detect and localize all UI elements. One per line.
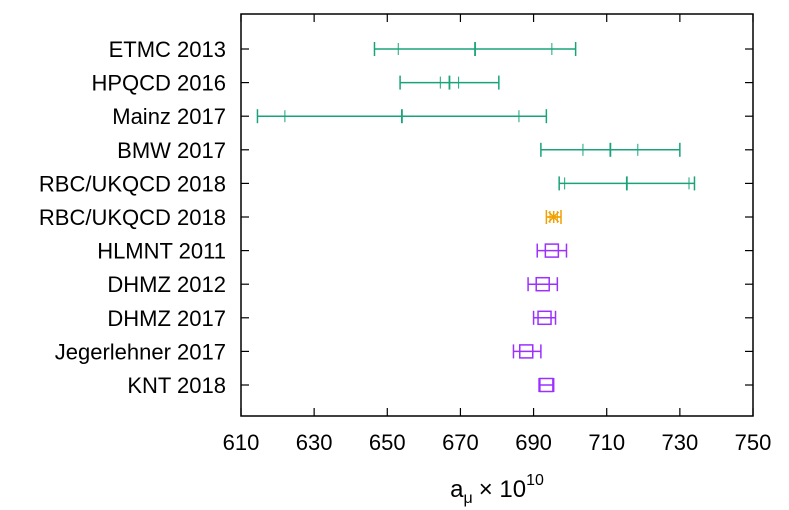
data-row: Mainz 2017 xyxy=(112,104,753,129)
point-marker xyxy=(539,377,554,393)
x-axis-title-base: a xyxy=(450,476,464,503)
x-tick-label: 690 xyxy=(515,430,552,455)
point-marker-d2 xyxy=(548,211,560,223)
x-axis-title-subscript: μ xyxy=(463,490,472,507)
data-row: KNT 2018 xyxy=(127,373,753,398)
row-label: DHMZ 2012 xyxy=(107,272,226,297)
row-label: DHMZ 2017 xyxy=(107,306,226,331)
x-tick-label: 710 xyxy=(588,430,625,455)
x-axis-title-exponent: 10 xyxy=(526,472,544,489)
data-row: Jegerlehner 2017 xyxy=(55,339,753,364)
x-axis-ticks: 610 630 650 670 690 710 730 750 xyxy=(223,14,772,455)
row-label: HPQCD 2016 xyxy=(91,71,226,96)
x-tick-label: 630 xyxy=(296,430,333,455)
data-rows: ETMC 2013 HPQCD 2016 Mainz 2017 BMW 2017 RBC… xyxy=(39,37,753,398)
row-label: Jegerlehner 2017 xyxy=(55,339,226,364)
data-row: DHMZ 2017 xyxy=(107,306,753,331)
data-row: HLMNT 2011 xyxy=(97,239,753,264)
point-marker xyxy=(535,276,550,292)
x-tick-label: 670 xyxy=(442,430,479,455)
data-row: RBC/UKQCD 2018 xyxy=(39,171,753,196)
data-row: HPQCD 2016 xyxy=(91,71,753,96)
data-row: DHMZ 2012 xyxy=(107,272,753,297)
x-tick-label: 730 xyxy=(661,430,698,455)
x-tick-label: 650 xyxy=(369,430,406,455)
plot-frame xyxy=(240,13,754,417)
data-row: ETMC 2013 xyxy=(109,37,753,62)
x-tick-label: 610 xyxy=(223,430,260,455)
x-axis-title: aμ × 1010 xyxy=(450,472,544,507)
row-label: RBC/UKQCD 2018 xyxy=(39,171,226,196)
data-row: BMW 2017 xyxy=(117,138,753,163)
row-label: Mainz 2017 xyxy=(112,104,226,129)
row-label: RBC/UKQCD 2018 xyxy=(39,205,226,230)
data-row: RBC/UKQCD 2018 xyxy=(39,205,753,230)
point-marker xyxy=(544,243,560,258)
row-label: BMW 2017 xyxy=(117,138,226,163)
x-tick-label: 750 xyxy=(735,430,772,455)
point-marker xyxy=(537,310,552,326)
point-marker xyxy=(519,344,534,359)
row-label: KNT 2018 xyxy=(127,373,226,398)
x-axis-title-times: × 10 xyxy=(479,476,526,503)
row-label: ETMC 2013 xyxy=(109,37,226,62)
row-label: HLMNT 2011 xyxy=(97,239,226,264)
